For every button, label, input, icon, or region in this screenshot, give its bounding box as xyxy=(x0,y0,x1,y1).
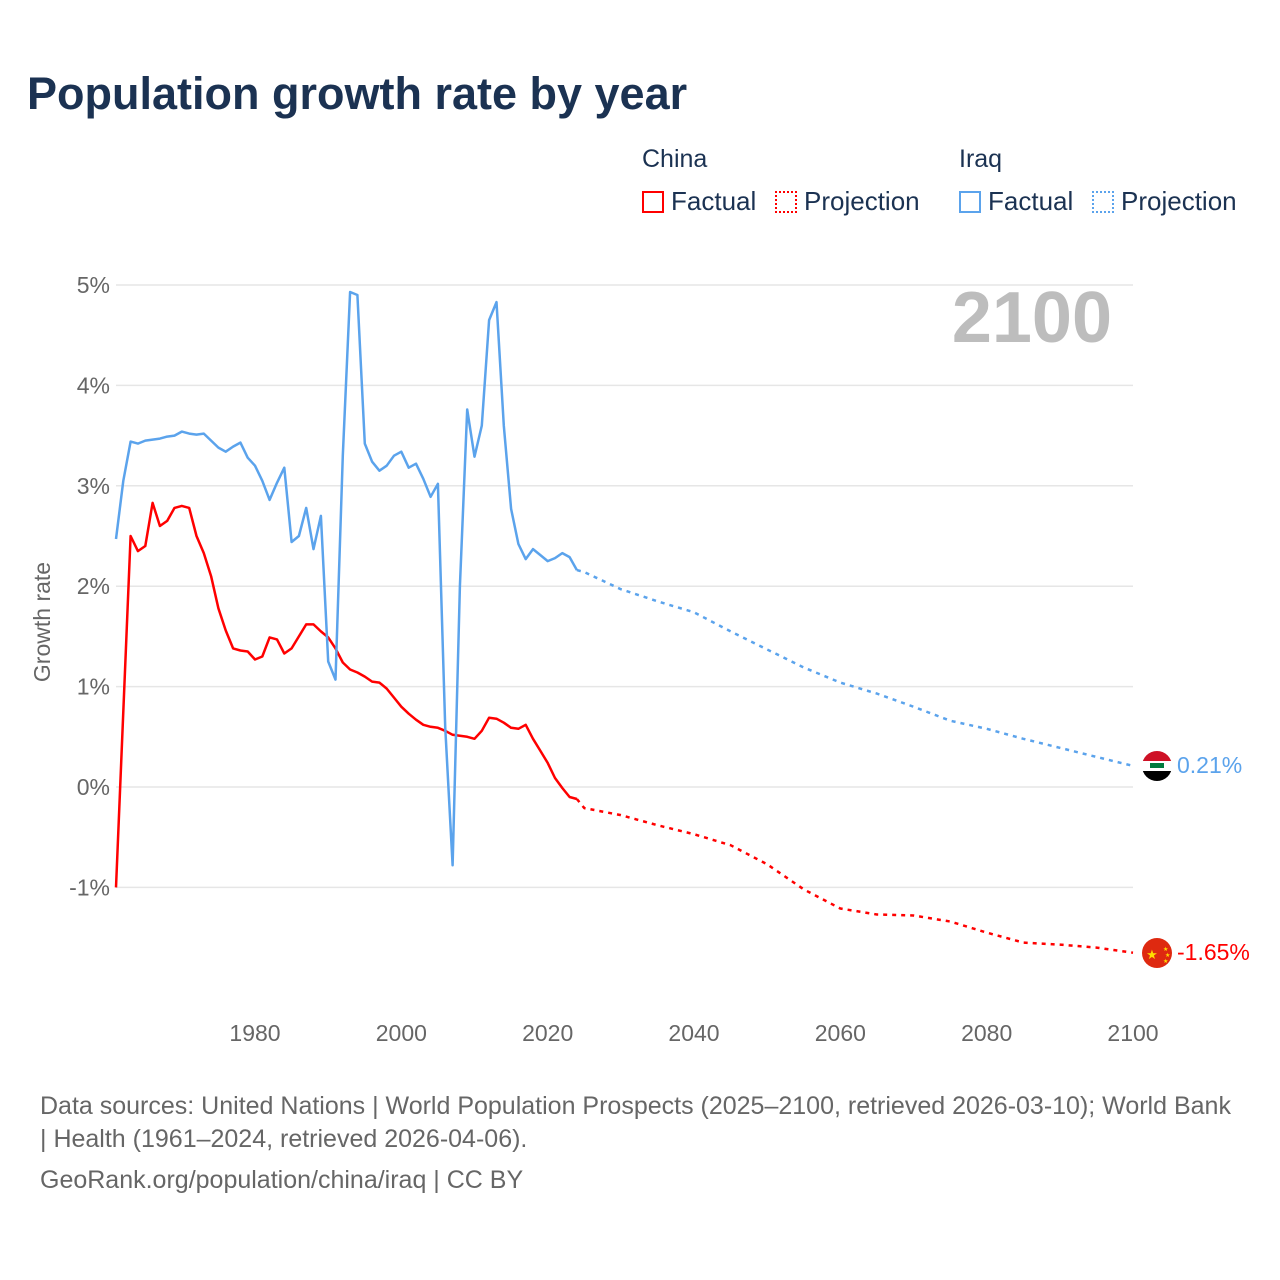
iraq-end-value: 0.21% xyxy=(1177,752,1242,778)
x-tick-label: 2020 xyxy=(522,1020,573,1046)
iraq-factual-line xyxy=(114,290,578,867)
data-sources: Data sources: United Nations | World Pop… xyxy=(40,1092,1231,1153)
footer: Data sources: United Nations | World Pop… xyxy=(40,1090,1240,1197)
legend-label: Projection xyxy=(804,186,920,216)
year-watermark: 2100 xyxy=(952,278,1112,358)
china-flag-icon: ★ ★★★ xyxy=(1142,938,1172,968)
legend-iraq-projection[interactable]: Projection xyxy=(1092,186,1237,217)
legend-label: Factual xyxy=(671,186,757,216)
china-end-value: -1.65% xyxy=(1177,939,1250,965)
legend-swatch-solid xyxy=(959,190,981,213)
legend-group-iraq: Iraq xyxy=(959,145,1003,173)
iraq-projection-line xyxy=(576,568,1134,768)
y-tick-label: 1% xyxy=(77,674,110,700)
chart-title: Population growth rate by year xyxy=(27,68,688,119)
y-axis-label: Growth rate xyxy=(29,562,55,682)
svg-text:★: ★ xyxy=(1163,958,1168,965)
legend-iraq-factual[interactable]: Factual xyxy=(959,186,1073,217)
svg-text:★: ★ xyxy=(1163,946,1168,953)
legend-swatch-solid xyxy=(642,190,664,213)
svg-text:★: ★ xyxy=(1146,947,1158,962)
x-tick-label: 2000 xyxy=(376,1020,427,1046)
y-tick-label: 0% xyxy=(77,774,110,800)
x-tick-label: 2100 xyxy=(1107,1020,1158,1046)
credit-link[interactable]: GeoRank.org/population/china/iraq | CC B… xyxy=(40,1166,524,1194)
x-tick-label: 1980 xyxy=(229,1020,280,1046)
x-tick-label: 2080 xyxy=(961,1020,1012,1046)
line-chart: -1% 0% 1% 2% 3% 4% 5% 1980 2000 2020 2040 2060 2080 2… xyxy=(29,272,1250,1046)
iraq-flag-icon xyxy=(1142,751,1172,781)
y-tick-label: 2% xyxy=(77,573,110,599)
legend-china-projection[interactable]: Projection xyxy=(775,186,920,217)
y-tick-label: 3% xyxy=(77,473,110,499)
x-tick-label: 2040 xyxy=(668,1020,719,1046)
china-projection-line xyxy=(575,798,1134,954)
y-tick-label: 5% xyxy=(77,272,110,298)
svg-text:★: ★ xyxy=(1165,952,1170,959)
y-tick-label: -1% xyxy=(69,874,110,900)
y-tick-label: 4% xyxy=(77,372,110,398)
legend-swatch-dotted xyxy=(775,190,797,213)
legend-china-factual[interactable]: Factual xyxy=(642,186,756,217)
legend-group-china: China xyxy=(642,145,708,173)
legend-label: Projection xyxy=(1121,186,1237,216)
china-factual-line xyxy=(114,501,578,888)
x-tick-label: 2060 xyxy=(815,1020,866,1046)
legend-swatch-dotted xyxy=(1092,190,1114,213)
legend-label: Factual xyxy=(988,186,1074,216)
